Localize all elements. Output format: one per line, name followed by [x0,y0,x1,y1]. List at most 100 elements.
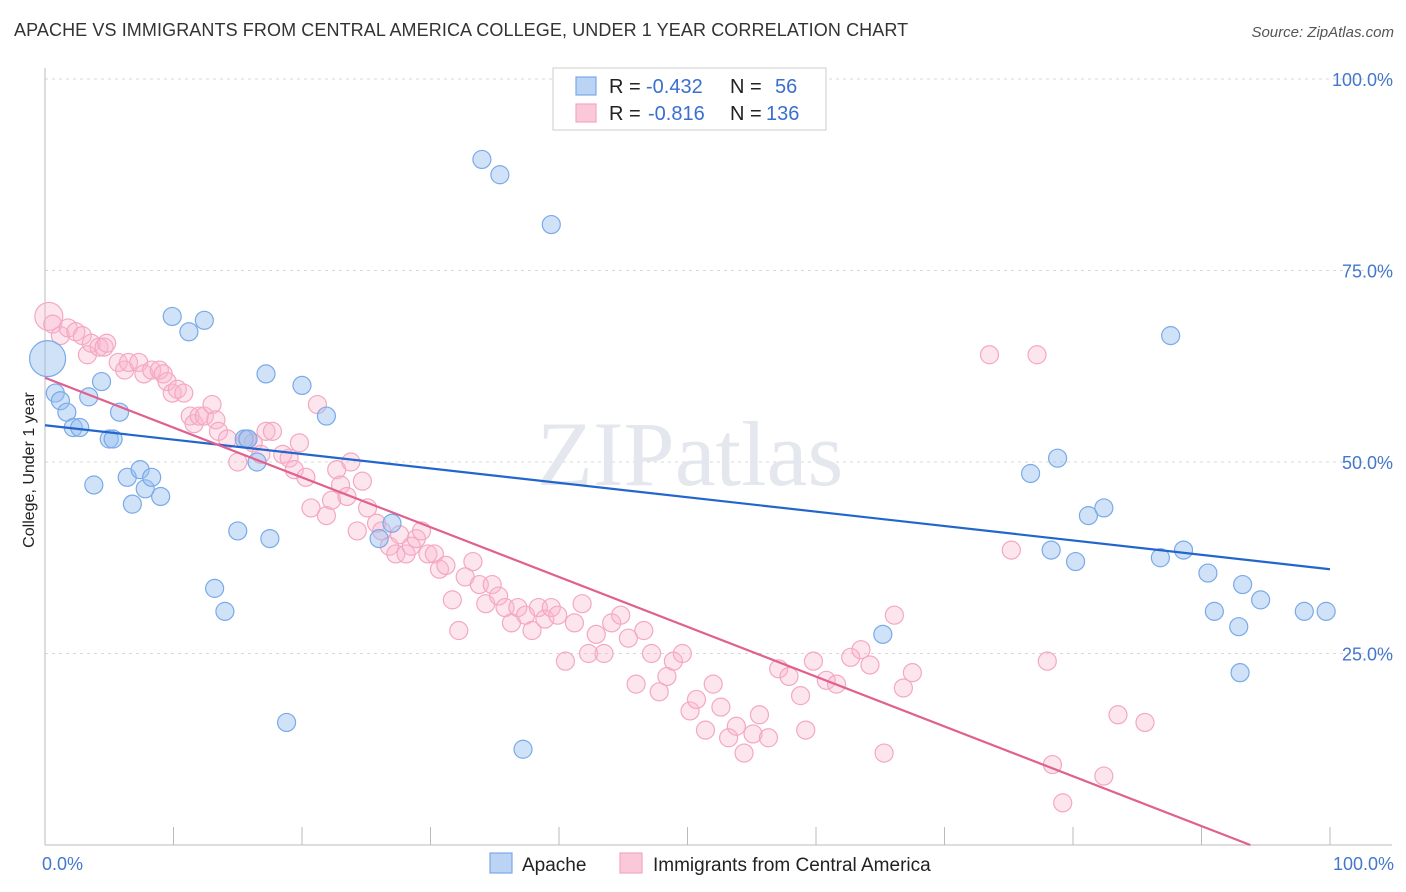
immigrants-point [142,360,162,380]
apache-point [228,521,248,541]
immigrants-point [796,720,816,740]
bottom-legend-label-apache: Apache [522,855,586,876]
immigrants-point [578,643,599,664]
immigrants-point [463,551,483,572]
immigrants-point [162,383,182,403]
immigrants-point [884,605,904,625]
immigrants-point [157,371,177,392]
immigrants-point [564,613,585,633]
immigrants-point [743,724,763,744]
apache-point [135,479,155,499]
immigrants-point [489,586,509,606]
immigrants-point [618,628,638,648]
apache-point [1094,498,1114,518]
immigrants-point [77,345,98,365]
apache-point [142,467,162,487]
legend-r-value-apache: -0.432 [646,76,703,98]
immigrants-point [734,743,754,763]
trend-lines [44,376,1331,847]
immigrants-point [284,460,304,480]
legend-r-value-immigrants: -0.816 [648,103,705,125]
apache-point [50,391,71,411]
immigrants-point [649,682,669,702]
immigrants-point [352,471,372,491]
legend-n-value-apache: 56 [775,76,797,98]
apache-point [1078,506,1099,526]
immigrants-point [256,421,276,441]
immigrants-point [321,490,342,510]
immigrants-point [442,590,462,610]
y-tick-label-25: 25.0% [1342,645,1393,665]
immigrants-point [686,689,707,710]
apache-point [1229,617,1249,637]
immigrants-point [316,506,337,526]
apache-point [151,486,171,507]
apache-point [369,528,389,549]
x-tick-label-min: 0.0% [42,854,83,874]
immigrants-point [695,720,716,740]
legend-r-label-immigrants: R = [609,103,641,125]
immigrants-point [1053,793,1073,813]
apache-point [1041,540,1061,560]
bottom-legend-swatch-immigrants [619,852,643,874]
immigrants-point [289,433,310,453]
y-tick-label-50: 50.0% [1342,453,1393,473]
immigrants-point [424,544,444,564]
immigrants-point [672,643,692,664]
immigrants-point [418,544,438,564]
apache-point [91,371,112,392]
immigrants-point [535,609,555,629]
bottom-legend: Apache Immigrants from Central America [489,852,931,876]
immigrants-point [341,452,361,472]
immigrants-trend-line [44,376,1251,847]
immigrants-point [508,597,528,618]
apache-point [1204,601,1224,621]
immigrants-point [851,640,871,660]
immigrants-point [1037,651,1057,671]
apache-point [162,306,182,327]
apache-point [1020,463,1041,484]
immigrants-point [641,643,662,664]
apache-point [1198,563,1218,583]
watermark: ZIPatlas [537,403,844,505]
immigrants-point [749,705,770,725]
apache-point [130,460,150,480]
immigrants-point [174,383,194,403]
immigrants-point [449,620,469,641]
apache-point [316,406,337,426]
apache-point [28,339,67,378]
immigrants-point [522,620,542,641]
immigrants-point [758,728,779,748]
apache-trend-line [44,424,1331,571]
immigrants-point [1027,345,1047,365]
legend-swatch-apache [575,76,597,96]
apache-point [256,364,276,384]
immigrants-point [555,651,576,671]
apache-point [1150,548,1170,568]
legend-swatch-immigrants [575,103,597,123]
apache-point [260,528,280,549]
immigrants-point [719,728,739,748]
apache-point [1173,540,1194,560]
immigrants-point [541,597,561,618]
immigrants-point [626,674,646,694]
immigrants-point [301,498,321,518]
apache-point [1065,551,1086,572]
apache-point [1251,590,1271,610]
apache-point [122,494,142,514]
apache-point [1230,663,1250,683]
immigrants-point [482,574,502,595]
chart-source: Source: ZipAtlas.com [1251,24,1394,41]
immigrants-point [779,666,799,687]
immigrants-point [680,701,700,721]
apache-point [1047,448,1068,468]
immigrants-point [703,674,723,694]
immigrants-point [118,352,139,373]
y-tick-label-100: 100.0% [1332,70,1393,90]
immigrants-point [1094,766,1114,786]
immigrants-point [711,697,731,717]
gridlines [45,78,1392,654]
legend-n-label-immigrants: N = [730,103,762,125]
y-tick-label-75: 75.0% [1342,262,1393,282]
